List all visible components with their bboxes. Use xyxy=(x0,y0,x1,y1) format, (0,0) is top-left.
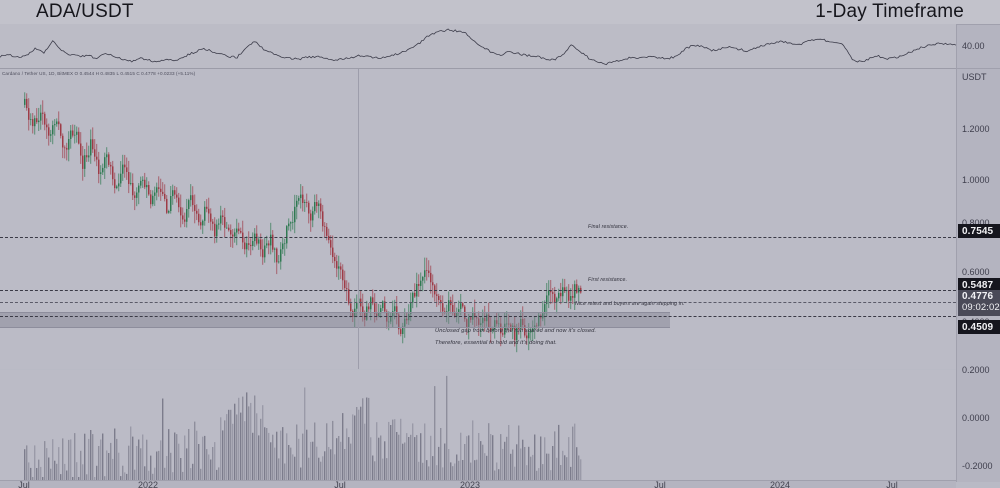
axis-label-price-2: 0.8000 xyxy=(962,218,990,228)
price-tag-0.4509[interactable]: 0.4509 xyxy=(958,320,1000,334)
symbol-title: ADA/USDT xyxy=(36,1,134,22)
pane-divider-top xyxy=(0,68,956,69)
time-label-0: Jul xyxy=(18,480,30,488)
price-tag-0.5487[interactable]: 0.5487 xyxy=(958,278,1000,292)
time-label-3: 2023 xyxy=(459,480,481,488)
chart-legend: Cardano / Tether US, 1D, BitMEX O 0.4544… xyxy=(2,71,196,76)
crosshair-time-label: 09:02:02 xyxy=(962,302,1000,313)
axis-label-price-6: 0.0000 xyxy=(962,413,990,423)
crosshair-horizontal xyxy=(0,302,956,303)
top-indicator-pane[interactable] xyxy=(0,24,956,68)
axis-label-price-1: 1.0000 xyxy=(962,175,990,185)
axis-divider-header xyxy=(957,24,1000,25)
axis-label-price-3: 0.6000 xyxy=(962,267,990,277)
annotation-unclosed-gap: Unclosed gap from before the run soared … xyxy=(435,328,597,334)
time-label-5: 2024 xyxy=(769,480,791,488)
final-resistance-line[interactable] xyxy=(0,237,956,238)
axis-label-price-0: 1.2000 xyxy=(962,124,990,134)
time-label-6: Jul xyxy=(886,480,898,488)
axis-label-price-5: 0.2000 xyxy=(962,365,990,375)
annotation-final-resistance: Final resistance. xyxy=(588,224,629,230)
axis-divider-pane xyxy=(957,68,1000,69)
axis-currency-label: USDT xyxy=(962,72,987,82)
unclosed-gap-zone[interactable] xyxy=(0,312,670,328)
chart-header: ADA/USDT 1-Day Timeframe xyxy=(0,0,1000,24)
axis-label-price-7: -0.2000 xyxy=(962,461,993,471)
support-line[interactable] xyxy=(0,316,956,317)
price-tag-0.7545[interactable]: 0.7545 xyxy=(958,224,1000,238)
annotation-nice-retest: Nice retest and buyers are again steppin… xyxy=(575,301,685,307)
price-axis[interactable]: 40.00USDT1.20001.00000.80000.60000.40000… xyxy=(956,0,1000,482)
time-label-4: Jul xyxy=(654,480,666,488)
timeframe-title: 1-Day Timeframe xyxy=(815,1,964,22)
gap-start-marker xyxy=(358,69,359,369)
axis-label-top-0: 40.00 xyxy=(962,41,985,51)
annotation-essential-hold: Therefore, essential to hold and it's do… xyxy=(435,340,557,346)
volume-series xyxy=(24,375,582,480)
time-label-2: Jul xyxy=(334,480,346,488)
first-resistance-line[interactable] xyxy=(0,290,956,291)
volume-pane[interactable] xyxy=(0,370,956,480)
price-pane[interactable]: Cardano / Tether US, 1D, BitMEX O 0.4544… xyxy=(0,69,956,369)
annotation-first-resistance: First resistance. xyxy=(588,277,628,283)
crosshair-price-tag[interactable]: 0.4776 09:02:02 xyxy=(958,290,1000,316)
top-indicator-line xyxy=(0,28,956,66)
time-axis[interactable]: Jul 2022 Jul 2023 Jul 2024 Jul xyxy=(0,480,956,488)
time-label-1: 2022 xyxy=(137,480,159,488)
